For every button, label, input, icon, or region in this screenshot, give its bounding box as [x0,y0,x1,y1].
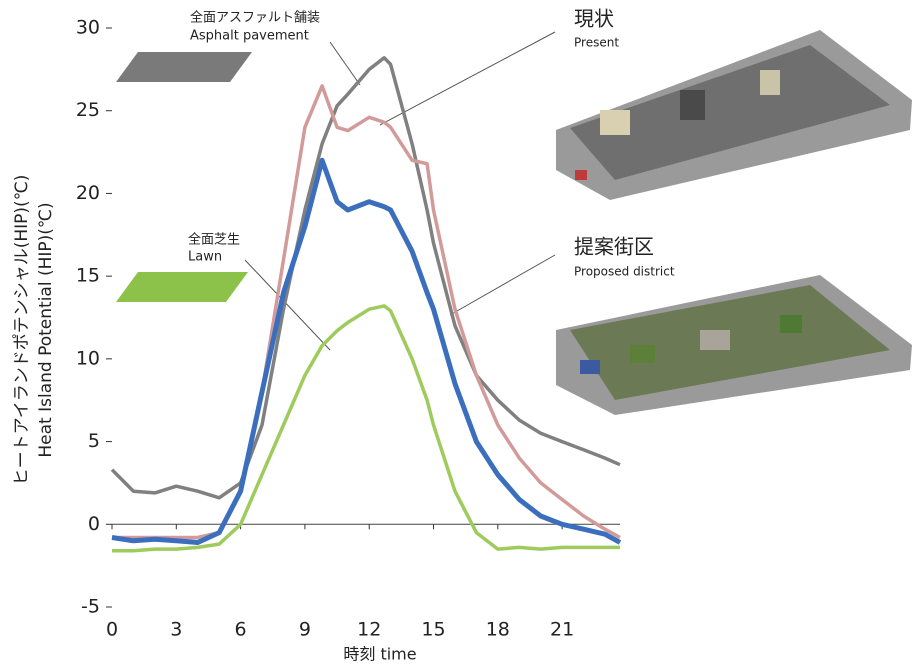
y-tick-label: 25 [76,99,100,121]
annotation: 全面アスファルト舗装 [190,10,320,26]
x-tick-label: 15 [421,619,445,641]
leader-line [244,259,331,351]
y-tick-label: 0 [88,513,100,535]
y-tick-label: 30 [76,17,100,39]
annotation: Present [574,36,619,50]
present-city-image [556,30,912,200]
y-axis-label: Heat Island Potential (HIP)(℃) [36,202,56,457]
x-axis-label: 時刻 time [343,645,416,664]
x-tick-label: 9 [299,619,311,641]
asphalt-swatch [116,52,252,82]
x-tick-label: 12 [357,619,381,641]
y-tick-label: 20 [76,182,100,204]
annotation: 全面芝生 [188,232,240,248]
y-tick-label: 5 [88,430,100,452]
series-line [111,157,622,545]
y-tick-label: 10 [76,347,100,369]
y-axis-label: ヒートアイランドポテンシャル(HIP)(℃) [12,175,32,486]
leader-line [329,41,361,86]
x-tick-label: 0 [106,619,118,641]
x-tick-label: 3 [170,619,182,641]
leader-line [449,254,556,316]
annotation: 現状 [574,7,614,31]
series-line [110,56,621,500]
series-line [112,304,620,553]
proposed-city-image [556,275,912,415]
x-tick-label: 21 [550,619,574,641]
y-tick-label: 15 [76,265,100,287]
leader-line [379,31,556,126]
annotation: Proposed district [574,265,675,279]
x-tick-label: 6 [235,619,247,641]
annotation: Lawn [188,250,222,265]
annotation: Asphalt pavement [190,29,309,44]
annotation: 提案街区 [574,235,654,259]
x-tick-label: 18 [486,619,510,641]
lawn-swatch [116,272,248,302]
y-tick-label: -5 [81,596,100,618]
